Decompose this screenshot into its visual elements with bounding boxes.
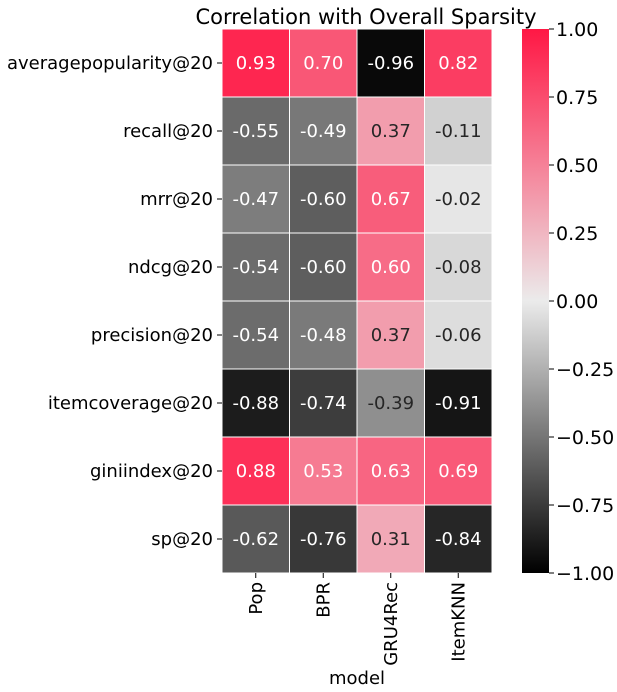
cell-value-label: 0.67 [371,189,411,210]
heatmap-cell [289,164,358,234]
heatmap-cell [289,28,358,98]
cell-value-label: -0.02 [435,189,482,210]
x-axis-title: model [329,668,385,689]
heatmap-cell [424,28,493,98]
cell-value-label: 0.69 [438,461,478,482]
y-tick-label: itemcoverage@20 [48,393,213,414]
heatmap-cell [424,232,493,302]
cell-value-label: 0.53 [303,461,343,482]
heatmap-cell [356,436,425,506]
cell-value-label: -0.54 [232,257,279,278]
cell-value-label: -0.55 [232,121,279,142]
colorbar [522,29,549,573]
heatmap-cell [424,300,493,370]
heatmap-cell [221,436,290,506]
heatmap-cell [424,368,493,438]
heatmap-cell [356,504,425,574]
y-tick-label: ndcg@20 [128,257,213,278]
cell-value-label: -0.88 [232,393,279,414]
y-tick-label: averagepopularity@20 [7,53,213,74]
heatmap-cell [424,164,493,234]
y-axis: averagepopularity@20 recall@20 mrr@20 ndcg@… [7,53,222,550]
cell-value-label: 0.60 [371,257,411,278]
heatmap-cell [289,368,358,438]
colorbar-tick-label: 0.75 [556,87,598,109]
cell-value-label: -0.11 [435,121,482,142]
colorbar-tick-label: −0.75 [556,495,614,517]
heatmap-cell [356,28,425,98]
x-tick-label: GRU4Rec [381,582,402,666]
cell-value-label: 0.70 [303,53,343,74]
y-tick-label: precision@20 [91,325,213,346]
cell-value-label: -0.06 [435,325,482,346]
heatmap-cell [424,96,493,166]
cell-value-label: -0.76 [300,529,347,550]
cell-value-label: -0.60 [300,189,347,210]
cell-value-label: -0.60 [300,257,347,278]
colorbar-tick-label: −0.50 [556,427,614,449]
heatmap-cell [356,300,425,370]
y-tick-label: giniindex@20 [90,461,213,482]
y-tick-label: recall@20 [123,121,213,142]
chart-title: Correlation with Overall Sparsity [195,5,536,29]
cell-value-label: 0.63 [371,461,411,482]
cell-value-label: -0.39 [367,393,414,414]
cell-value-label: 0.31 [371,529,411,550]
cell-value-label: -0.96 [367,53,414,74]
cell-value-label: -0.47 [232,189,279,210]
colorbar-tick-label: 0.00 [556,291,598,313]
heatmap-cell [289,300,358,370]
colorbar-tick-label: 0.50 [556,155,598,177]
cell-value-label: 0.37 [371,121,411,142]
heatmap-cell [221,28,290,98]
colorbar-tick-label: −1.00 [556,563,614,585]
heatmap-cell [424,436,493,506]
heatmap-cell [289,232,358,302]
x-tick-label: Pop [246,582,267,615]
heatmap-value-labels: 0.93 0.70 -0.96 0.82 -0.55 -0.49 0.37 -0.11 -0.4… [232,53,481,550]
cell-value-label: 0.82 [438,53,478,74]
cell-value-label: -0.74 [300,393,347,414]
y-tick-label: mrr@20 [140,189,213,210]
cell-value-label: -0.49 [300,121,347,142]
y-tick-label: sp@20 [151,529,213,550]
heatmap-cell [289,96,358,166]
cell-value-label: -0.08 [435,257,482,278]
colorbar-tick-label: 1.00 [556,19,598,41]
cell-value-label: -0.91 [435,393,482,414]
cell-value-label: -0.62 [232,529,279,550]
x-axis: Pop BPR GRU4Rec ItemKNN [246,573,469,666]
x-tick-label: BPR [313,582,334,618]
heatmap-cells [221,28,493,574]
cell-value-label: 0.88 [236,461,276,482]
cell-value-label: 0.93 [236,53,276,74]
colorbar-tick-label: −0.25 [556,359,614,381]
cell-value-label: 0.37 [371,325,411,346]
heatmap-cell [221,368,290,438]
cell-value-label: -0.54 [232,325,279,346]
cell-value-label: -0.84 [435,529,482,550]
colorbar-ticks: 1.00 0.75 0.50 0.25 0.00 −0.25 −0.50 −0.75 −1.00 [549,19,614,585]
x-tick-label: ItemKNN [448,582,469,662]
colorbar-tick-label: 0.25 [556,223,598,245]
heatmap-cell [221,504,290,574]
heatmap-cell [356,368,425,438]
cell-value-label: -0.48 [300,325,347,346]
